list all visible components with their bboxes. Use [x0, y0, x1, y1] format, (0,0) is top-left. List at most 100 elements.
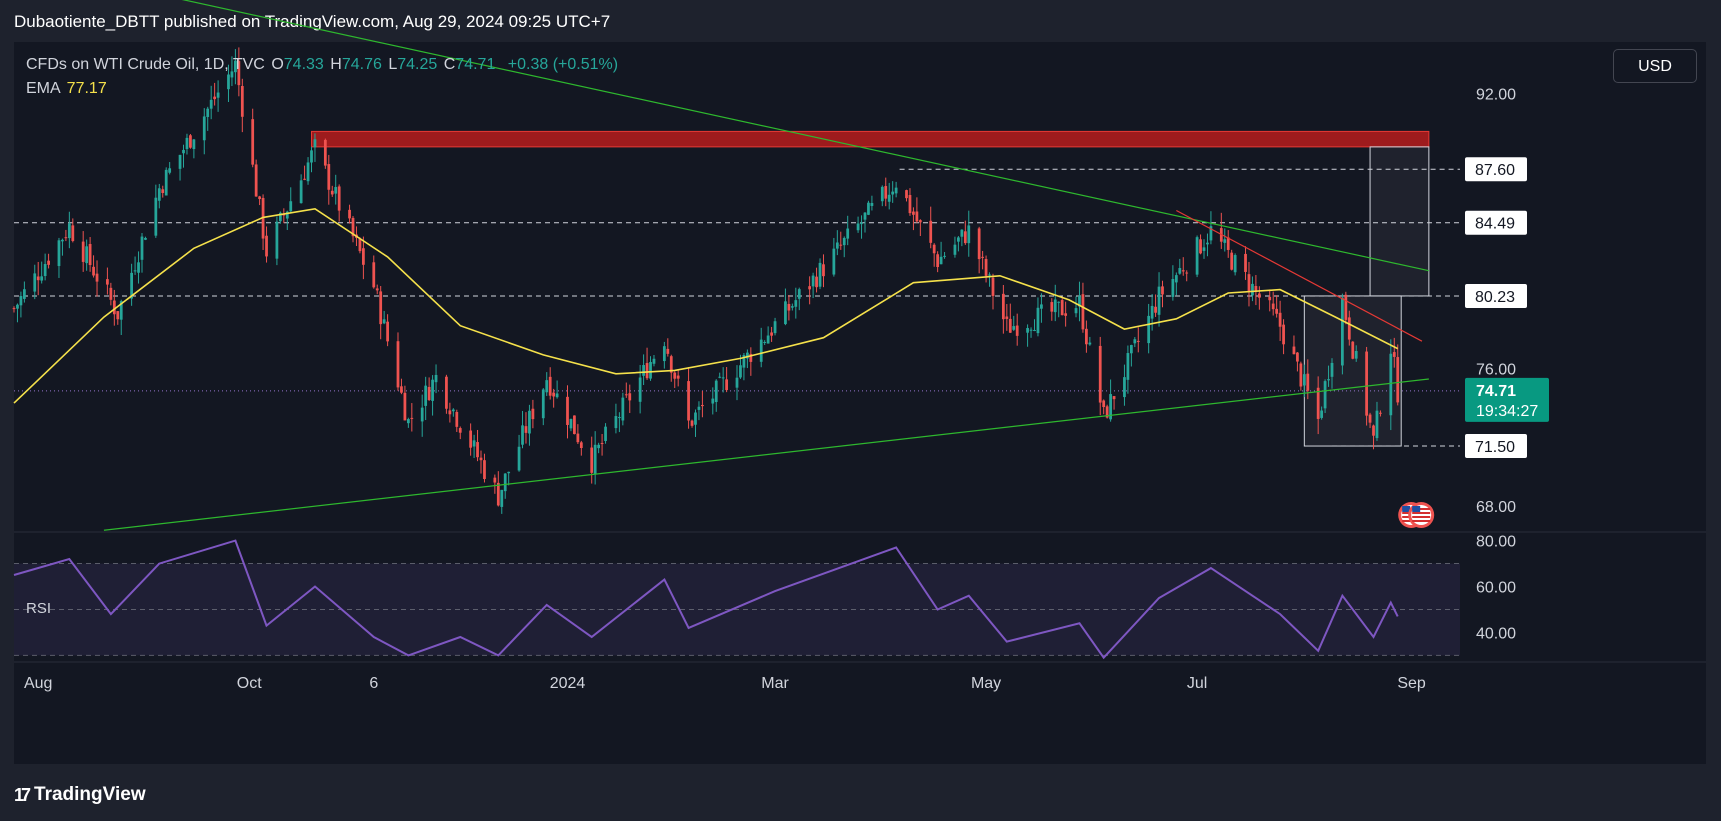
level-badge-87.60 — [1465, 157, 1527, 182]
candle-body — [1033, 329, 1036, 331]
bar-countdown: 19:34:27 — [1476, 403, 1538, 420]
candle-body — [711, 398, 715, 404]
candle-body — [566, 396, 569, 425]
candle-body — [918, 220, 922, 223]
candle-body — [303, 178, 306, 180]
candle-body — [808, 286, 812, 290]
level-badge-71.50 — [1465, 434, 1527, 459]
candle-body — [1185, 272, 1189, 274]
candle-body — [116, 311, 120, 320]
candle-body — [313, 139, 317, 148]
candle-body — [988, 274, 991, 276]
candle-body — [1105, 406, 1109, 418]
range-box-1 — [1369, 146, 1430, 297]
candle-body — [1005, 316, 1009, 319]
candle-body — [348, 209, 351, 219]
candle-body — [323, 139, 327, 166]
candle-body — [106, 279, 109, 285]
chart-frame[interactable] — [14, 42, 1706, 764]
candle-body — [507, 471, 511, 474]
time-tick-label: 2024 — [550, 675, 586, 692]
candle-body — [957, 237, 960, 242]
candle-body — [1351, 341, 1355, 359]
candle-body — [621, 397, 625, 421]
ema-label: EMA — [26, 80, 61, 97]
candle-body — [1074, 308, 1078, 314]
candle-body — [600, 443, 604, 445]
candle-body — [254, 164, 258, 197]
open-label: O — [271, 56, 284, 73]
candle-body — [382, 319, 386, 324]
tradingview-logo[interactable]: 17 TradingView — [14, 784, 146, 806]
level-badge-84.49 — [1465, 210, 1527, 235]
candle-body — [330, 190, 334, 195]
candle-body — [227, 74, 230, 90]
candle-body — [285, 211, 289, 219]
candle-body — [1347, 317, 1351, 340]
candle-body — [119, 301, 123, 320]
low-value: 74.25 — [397, 56, 438, 73]
candle-body — [579, 442, 583, 448]
candle-body — [379, 291, 383, 325]
candle-body — [251, 119, 255, 165]
candle-body — [479, 457, 483, 461]
candle-body — [1157, 286, 1161, 315]
symbol-title[interactable]: CFDs on WTI Crude Oil, 1D, TVC — [26, 56, 265, 73]
candle-body — [88, 243, 92, 266]
time-tick-label: 6 — [369, 675, 378, 692]
candle-body — [427, 386, 431, 401]
candle-body — [1306, 373, 1310, 391]
candle-body — [628, 393, 632, 401]
candle-body — [652, 358, 656, 364]
candle-body — [1199, 239, 1202, 254]
candle-body — [403, 392, 407, 421]
candle-body — [1098, 345, 1102, 403]
candle-body — [164, 169, 168, 196]
candle-body — [870, 202, 874, 206]
candle-body — [1195, 237, 1199, 275]
ema-legend[interactable]: EMA 77.17 — [26, 80, 107, 98]
candle-body — [406, 419, 410, 424]
candle-body — [932, 244, 936, 254]
candle-body — [1389, 353, 1393, 416]
candle-body — [451, 409, 455, 412]
candle-body — [662, 346, 666, 362]
candle-body — [1029, 329, 1033, 331]
candle-body — [573, 415, 576, 435]
candle-body — [984, 259, 988, 276]
candle-body — [908, 194, 912, 214]
change-value: +0.38 (+0.51%) — [507, 56, 619, 73]
candle-body — [1340, 297, 1344, 366]
candle-body — [493, 477, 497, 483]
candle-body — [960, 229, 964, 237]
candle-body — [735, 377, 739, 388]
rsi-tick-label: 60.00 — [1476, 580, 1516, 597]
candle-body — [1064, 313, 1068, 316]
candle-body — [1354, 350, 1358, 359]
candle-body — [57, 240, 61, 267]
candle-body — [614, 416, 618, 429]
candle-body — [642, 365, 645, 376]
candle-body — [953, 244, 957, 255]
candle-body — [749, 353, 753, 362]
price-tick-label: 92.00 — [1476, 87, 1516, 104]
candle-body — [531, 408, 535, 420]
candle-body — [1008, 318, 1012, 333]
currency-button[interactable]: USD — [1613, 49, 1697, 83]
candle-body — [154, 197, 158, 236]
candle-body — [1299, 363, 1303, 387]
candle-body — [842, 237, 846, 246]
candle-body — [310, 150, 313, 163]
candle-body — [548, 376, 552, 396]
candle-body — [521, 425, 524, 445]
candle-body — [1133, 339, 1137, 344]
candle-body — [358, 238, 362, 252]
rsi-label[interactable]: RSI — [26, 600, 52, 617]
time-tick-label: Oct — [237, 675, 262, 692]
us-event-flag-stripe — [1412, 516, 1431, 518]
candle-body — [92, 266, 95, 276]
time-tick-label: Aug — [24, 675, 52, 692]
candle-body — [36, 276, 40, 281]
candle-body — [1292, 346, 1296, 355]
